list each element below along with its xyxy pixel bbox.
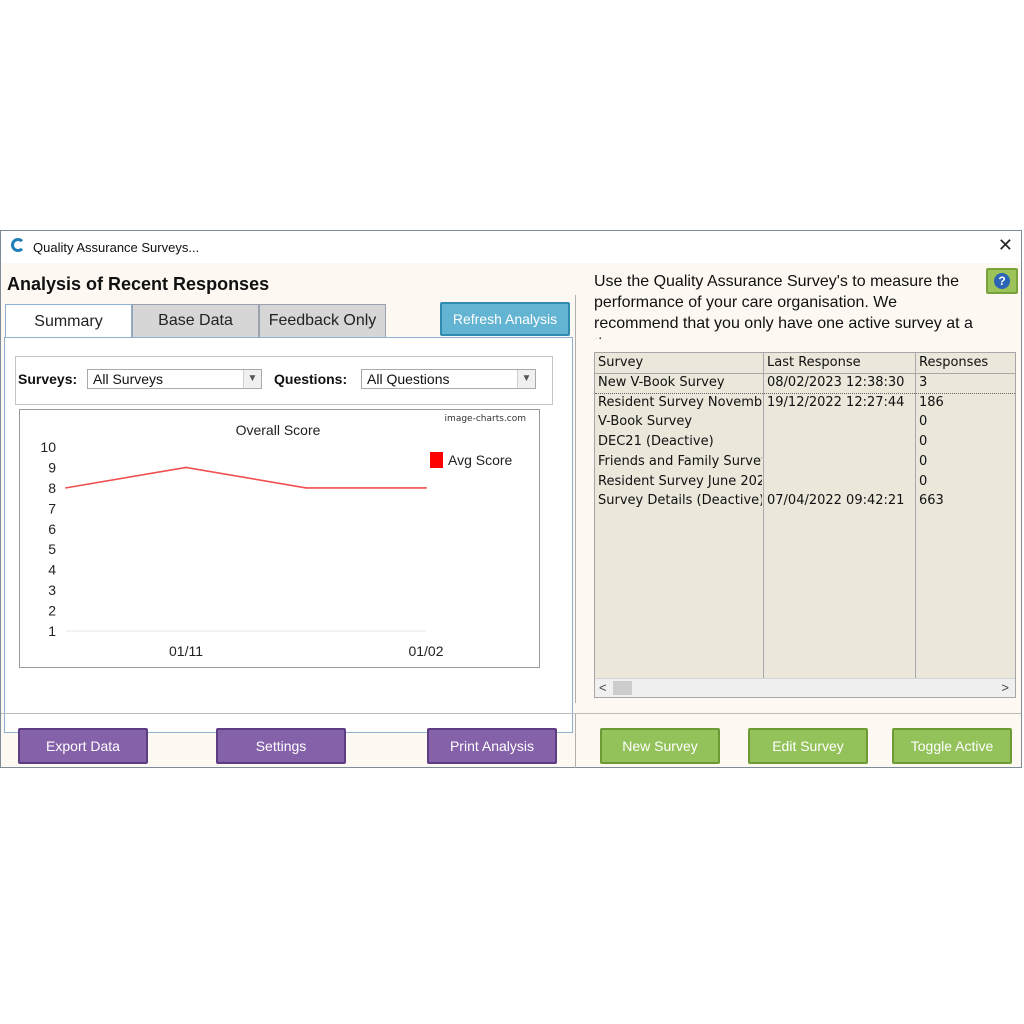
- grid-cell-survey[interactable]: DEC21 (Deactive): [598, 434, 714, 450]
- refresh-analysis-button[interactable]: Refresh Analysis: [440, 302, 570, 336]
- grid-cell-responses[interactable]: 0: [919, 434, 928, 450]
- window-title: Quality Assurance Surveys...: [33, 240, 200, 255]
- scroll-right-icon[interactable]: >: [1001, 680, 1009, 695]
- chart-title: Overall Score: [236, 422, 321, 438]
- selected-row-outline: [595, 373, 1015, 394]
- grid-cell-last[interactable]: [767, 412, 913, 431]
- surveys-panel: Use the Quality Assurance Survey's to me…: [578, 263, 1023, 713]
- questions-label: Questions:: [274, 371, 348, 387]
- action-bar-divider: [575, 714, 576, 768]
- questions-select-value: All Questions: [367, 371, 450, 387]
- column-header-last-response[interactable]: Last Response: [767, 355, 861, 370]
- data-point: [305, 486, 307, 489]
- column-header-survey[interactable]: Survey: [598, 355, 644, 370]
- grid-cell-survey[interactable]: V-Book Survey: [598, 414, 693, 430]
- column-divider: [915, 353, 916, 679]
- grid-cell-last[interactable]: 07/04/2022 09:42:21: [767, 493, 905, 509]
- toggle-active-button[interactable]: Toggle Active: [892, 728, 1012, 764]
- y-tick-label: 3: [48, 582, 56, 598]
- intro-text: Use the Quality Assurance Survey's to me…: [594, 273, 973, 339]
- grid-cell-last[interactable]: 19/12/2022 12:27:44: [767, 394, 905, 410]
- column-divider: [763, 353, 764, 679]
- grid-cell-last[interactable]: 08/02/2023 12:38:30: [767, 375, 905, 390]
- grid-cell-survey[interactable]: Survey Details (Deactive): [598, 493, 762, 509]
- y-tick-label: 1: [48, 623, 56, 639]
- tab-base-data[interactable]: Base Data: [132, 304, 259, 337]
- chevron-down-icon[interactable]: ▼: [243, 370, 261, 388]
- grid-cell-last[interactable]: [767, 472, 913, 491]
- filter-bar: Surveys: All Surveys ▼ Questions: All Qu…: [15, 356, 553, 405]
- y-tick-label: 2: [48, 603, 56, 619]
- grid-cell-responses[interactable]: 3: [919, 375, 928, 390]
- y-tick-label: 10: [40, 439, 56, 455]
- legend-label: Avg Score: [448, 452, 513, 468]
- questions-select[interactable]: All Questions ▼: [361, 369, 536, 389]
- page-title: Analysis of Recent Responses: [7, 274, 270, 294]
- tab-feedback-only[interactable]: Feedback Only: [259, 304, 386, 337]
- y-tick-label: 7: [48, 500, 56, 516]
- chart-svg: Overall Score image-charts.com 10 9 8 7 6 5 4 3 2 1…: [40, 414, 526, 659]
- app-logo-icon: [11, 238, 25, 252]
- chevron-down-icon[interactable]: ▼: [517, 370, 535, 388]
- print-analysis-button[interactable]: Print Analysis: [427, 728, 557, 764]
- grid-cell-responses[interactable]: 663: [919, 493, 944, 509]
- x-tick-label: 01/02: [408, 643, 443, 659]
- tab-summary[interactable]: Summary: [5, 304, 132, 339]
- chart-watermark: image-charts.com: [445, 414, 526, 424]
- x-tick-label: 01/11: [169, 643, 203, 659]
- grid-cell-responses[interactable]: 0: [919, 453, 928, 469]
- grid-cell-last[interactable]: [767, 432, 913, 451]
- data-point: [185, 466, 187, 469]
- surveys-grid[interactable]: Survey Last Response Responses New V-Boo…: [594, 352, 1016, 698]
- grid-cell-responses[interactable]: 0: [919, 473, 928, 489]
- horizontal-scrollbar[interactable]: < >: [595, 678, 1015, 697]
- overall-score-chart: Overall Score image-charts.com 10 9 8 7 6 5 4 3 2 1…: [19, 409, 540, 668]
- grid-cell-survey[interactable]: Resident Survey November: [598, 394, 762, 410]
- analysis-panel: Analysis of Recent Responses Summary Bas…: [1, 263, 577, 733]
- grid-cell-responses[interactable]: 0: [919, 414, 928, 430]
- surveys-select-value: All Surveys: [93, 371, 164, 387]
- survey-window: Quality Assurance Surveys... ✕ Analysis …: [0, 230, 1022, 768]
- panel-divider: [575, 295, 576, 703]
- new-survey-button[interactable]: New Survey: [600, 728, 720, 764]
- help-icon: ?: [994, 273, 1010, 289]
- series-line-avg-score: [65, 466, 426, 489]
- action-bar: Export Data Settings Print Analysis New …: [1, 713, 1021, 768]
- grid-cell-survey[interactable]: Resident Survey June 2022: [598, 473, 762, 489]
- surveys-label: Surveys:: [18, 371, 78, 387]
- grid-cell-survey[interactable]: Friends and Family Survey: [598, 453, 762, 469]
- export-data-button[interactable]: Export Data: [18, 728, 148, 764]
- data-point: [65, 486, 67, 489]
- grid-cell-responses[interactable]: 186: [919, 394, 944, 410]
- summary-tab-panel: Surveys: All Surveys ▼ Questions: All Qu…: [4, 337, 573, 733]
- grid-cell-survey[interactable]: New V-Book Survey: [598, 375, 725, 390]
- legend-swatch: [430, 452, 443, 468]
- scroll-left-icon[interactable]: <: [599, 680, 607, 695]
- data-point: [425, 486, 427, 489]
- y-tick-label: 6: [48, 521, 56, 537]
- scroll-thumb[interactable]: [613, 681, 632, 695]
- column-header-responses[interactable]: Responses: [919, 355, 989, 370]
- edit-survey-button[interactable]: Edit Survey: [748, 728, 868, 764]
- grid-header: Survey Last Response Responses: [595, 353, 1015, 374]
- title-bar: Quality Assurance Surveys... ✕: [1, 231, 1021, 263]
- close-icon[interactable]: ✕: [997, 235, 1013, 255]
- grid-cell-last[interactable]: [767, 452, 913, 471]
- settings-button[interactable]: Settings: [216, 728, 346, 764]
- surveys-select[interactable]: All Surveys ▼: [87, 369, 262, 389]
- y-tick-label: 8: [48, 480, 56, 496]
- y-tick-label: 4: [48, 562, 56, 578]
- help-button[interactable]: ?: [986, 268, 1018, 294]
- y-tick-label: 9: [48, 459, 56, 475]
- y-tick-label: 5: [48, 541, 56, 557]
